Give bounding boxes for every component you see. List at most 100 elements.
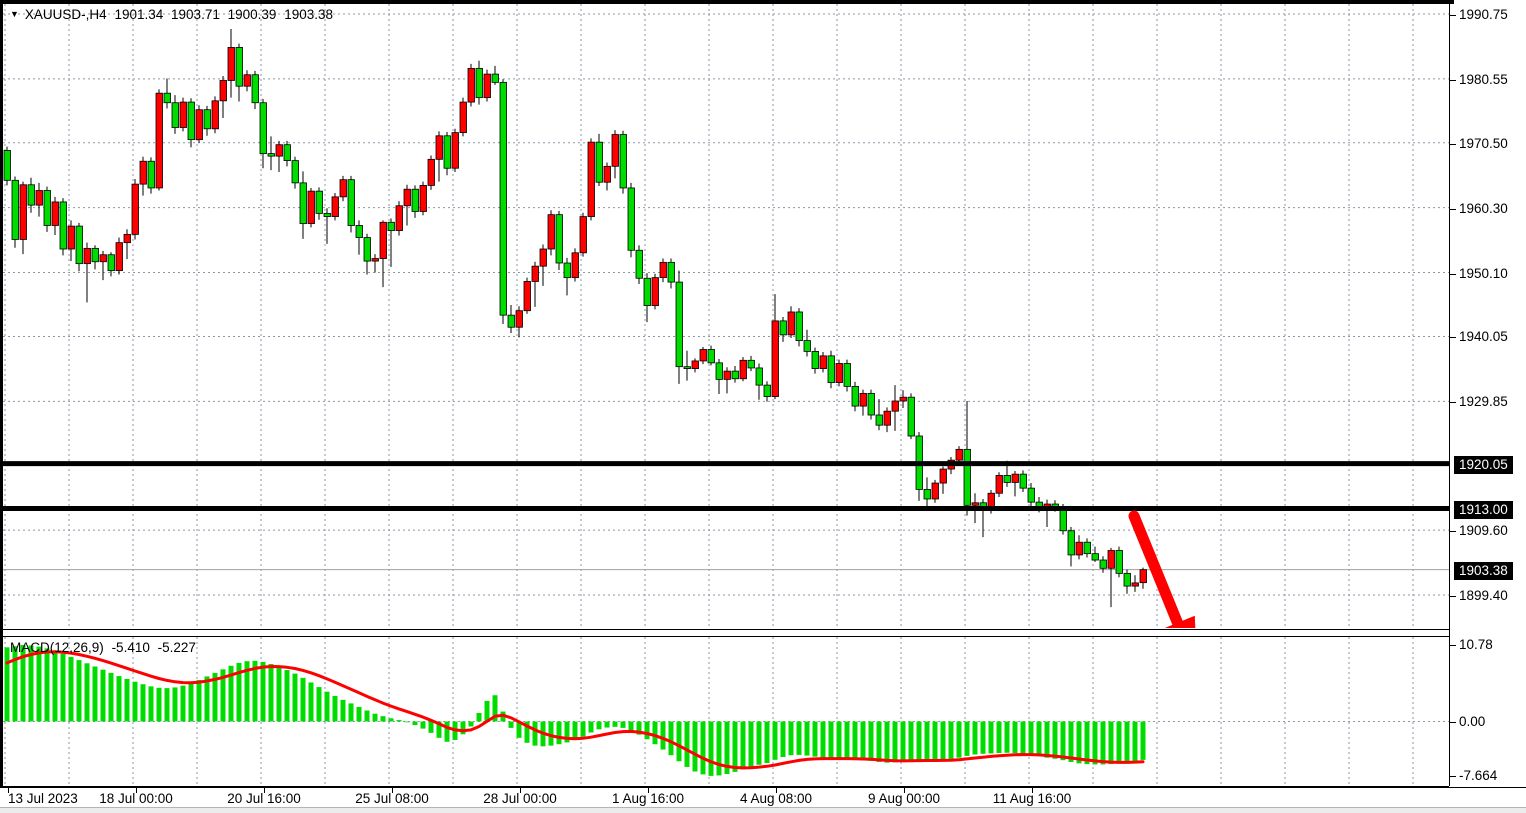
macd-histogram-bar — [476, 712, 482, 722]
macd-histogram-bar — [708, 721, 714, 776]
bull-candle-body — [699, 349, 707, 362]
macd-histogram-bar — [556, 721, 562, 745]
macd-histogram-bar — [812, 721, 818, 757]
macd-histogram-bar — [84, 663, 90, 722]
one-click-trading-dropdown-icon[interactable]: ▼ — [10, 9, 19, 19]
macd-axis-label: 10.78 — [1459, 637, 1493, 652]
macd-histogram-bar — [468, 721, 474, 727]
time-scale-axis[interactable]: 13 Jul 2023 18 Jul 00:00 20 Jul 16:00 25 Ju… — [0, 787, 1526, 808]
bear-candle-body — [187, 101, 195, 141]
price-axis-label: 1950.10 — [1459, 266, 1508, 281]
macd-histogram-bar — [956, 721, 962, 758]
price-axis-label: 1980.55 — [1459, 72, 1508, 87]
bear-candle-body — [635, 249, 643, 279]
bull-candle-body — [115, 242, 123, 272]
price-axis-label: 1990.75 — [1459, 7, 1508, 22]
macd-histogram-bar — [588, 721, 594, 733]
open-value: 1901.34 — [114, 7, 164, 22]
bear-candle-body — [963, 448, 971, 506]
macd-histogram-bar — [1092, 721, 1098, 765]
bear-candle-body — [259, 102, 267, 155]
bear-candle-body — [251, 74, 259, 104]
macd-histogram-bar — [220, 669, 226, 722]
bear-candle-body — [907, 396, 915, 437]
macd-histogram-bar — [324, 691, 330, 722]
low-value: 1900.39 — [227, 7, 277, 22]
bear-candle-body — [1003, 475, 1011, 483]
macd-histogram-bar — [524, 721, 530, 743]
bear-candle-body — [59, 201, 67, 250]
macd-chart[interactable] — [3, 637, 1449, 784]
bear-candle-body — [107, 254, 115, 272]
bear-candle-body — [411, 188, 419, 212]
macd-histogram-bar — [820, 721, 826, 758]
time-axis-label: 18 Jul 00:00 — [99, 791, 173, 806]
bull-candle-body — [211, 100, 219, 130]
macd-histogram-bar — [12, 646, 18, 722]
macd-histogram-bar — [1044, 721, 1050, 758]
bull-candle-body — [19, 184, 27, 240]
time-tick — [264, 788, 265, 793]
macd-histogram-bar — [180, 685, 186, 722]
price-tick — [1450, 596, 1456, 597]
macd-histogram-bar — [172, 687, 178, 722]
bull-candle-body — [515, 310, 523, 328]
bear-candle-body — [1027, 487, 1035, 503]
macd-histogram-bar — [1132, 721, 1138, 762]
bear-candle-body — [795, 311, 803, 341]
bear-candle-body — [875, 414, 883, 426]
macd-histogram-bar — [460, 721, 466, 735]
bear-candle-body — [563, 262, 571, 279]
macd-histogram-bar — [532, 721, 538, 746]
macd-histogram-bar — [92, 666, 98, 722]
macd-name: MACD(12,26,9) — [10, 640, 104, 655]
macd-histogram-bar — [76, 660, 82, 722]
arrow-annotation-shaft[interactable] — [1128, 510, 1184, 628]
macd-histogram-bar — [988, 721, 994, 754]
macd-histogram-bar — [1068, 721, 1074, 762]
bear-candle-body — [147, 160, 155, 189]
bull-candle-body — [227, 46, 235, 81]
bear-candle-body — [803, 340, 811, 352]
macd-histogram-bar — [860, 721, 866, 760]
bull-candle-body — [1011, 473, 1019, 483]
macd-indicator-label: MACD(12,26,9) -5.410 -5.227 — [10, 640, 200, 655]
price-scale-axis[interactable]: 1990.75 1980.55 1970.50 1960.30 1950.10 1940.… — [1450, 4, 1526, 787]
macd-histogram-bar — [420, 721, 426, 729]
price-chart-pane[interactable] — [3, 4, 1449, 630]
bear-candle-body — [867, 392, 875, 416]
macd-histogram-bar — [964, 721, 970, 756]
bull-candle-body — [539, 248, 547, 267]
macd-histogram-bar — [1020, 721, 1026, 754]
bear-candle-body — [707, 349, 715, 364]
macd-histogram-bar — [444, 721, 450, 742]
macd-histogram-bar — [68, 656, 74, 722]
macd-histogram-bar — [1052, 721, 1058, 759]
macd-histogram-bar — [436, 721, 442, 738]
macd-histogram-bar — [884, 721, 890, 763]
bear-candle-body — [163, 92, 171, 104]
bull-candle-body — [603, 165, 611, 183]
bull-candle-body — [891, 400, 899, 412]
bear-candle-body — [75, 225, 83, 265]
macd-histogram-bar — [788, 721, 794, 756]
macd-histogram-bar — [996, 721, 1002, 754]
bull-candle-body — [275, 144, 283, 157]
arrow-annotation-head[interactable] — [1160, 615, 1197, 628]
bear-candle-body — [267, 153, 275, 157]
macd-histogram-bar — [36, 646, 42, 722]
bull-candle-body — [219, 80, 227, 102]
macd-histogram-bar — [244, 661, 250, 722]
bull-candle-body — [587, 141, 595, 217]
bull-candle-body — [123, 233, 131, 244]
macd-tick — [1450, 776, 1456, 777]
bull-candle-body — [435, 135, 443, 160]
macd-axis-label: 0.00 — [1459, 714, 1486, 729]
macd-histogram-bar — [892, 721, 898, 763]
bull-candle-body — [971, 502, 979, 506]
macd-histogram-bar — [948, 721, 954, 760]
candlestick-chart[interactable] — [3, 4, 1449, 628]
bear-candle-body — [27, 184, 35, 206]
macd-indicator-pane[interactable] — [3, 636, 1449, 787]
bear-candle-body — [475, 67, 483, 99]
